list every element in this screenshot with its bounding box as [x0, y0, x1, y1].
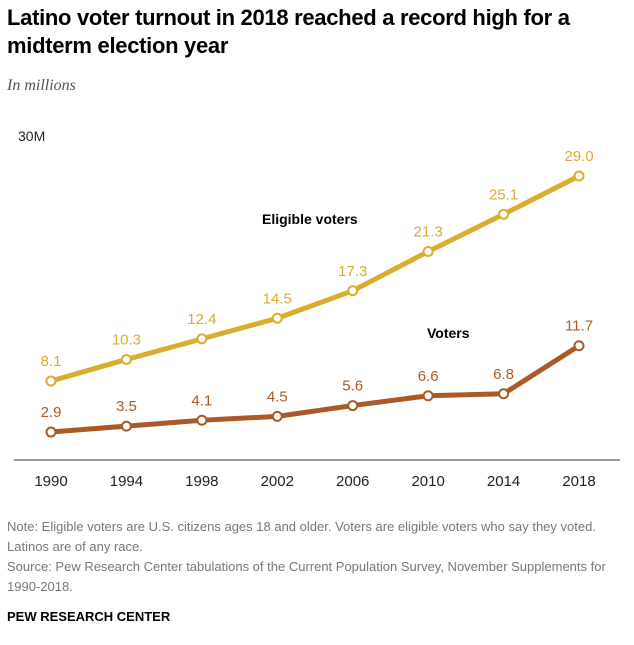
data-label-eligible-voters-2002: 14.5: [263, 290, 292, 307]
data-point-eligible-voters-2014: [498, 208, 510, 220]
x-tick-label-1998: 1998: [185, 473, 218, 490]
data-point-eligible-voters-2002: [271, 312, 283, 324]
x-tick-label-1990: 1990: [34, 473, 67, 490]
data-point-voters-2018: [573, 340, 585, 352]
data-point-eligible-voters-2018: [573, 170, 585, 182]
note-text: Note: Eligible voters are U.S. citizens …: [7, 519, 596, 554]
series-line-eligible-voters: [50, 173, 581, 384]
data-point-voters-2014: [498, 388, 510, 400]
data-point-voters-2002: [271, 410, 283, 422]
data-label-eligible-voters-2018: 29.0: [564, 148, 593, 165]
data-label-voters-1994: 3.5: [116, 398, 137, 415]
series-eligible-voters: 8.1 10.3 12.4 14.5 17.3 21.3 25.1 29.0: [41, 148, 594, 387]
data-point-voters-1998: [196, 414, 208, 426]
data-point-eligible-voters-1994: [120, 353, 132, 365]
source-text: Source: Pew Research Center tabulations …: [7, 559, 606, 594]
data-label-voters-2002: 4.5: [267, 388, 288, 405]
data-label-voters-2014: 6.8: [493, 366, 514, 383]
series-voters: 2.9 3.5 4.1 4.5 5.6 6.6 6.8 11.7: [41, 318, 593, 438]
data-label-eligible-voters-1994: 10.3: [112, 331, 141, 348]
data-point-eligible-voters-1998: [196, 333, 208, 345]
data-label-eligible-voters-2014: 25.1: [489, 186, 518, 203]
data-point-voters-1994: [120, 420, 132, 432]
data-label-eligible-voters-2006: 17.3: [338, 263, 367, 280]
x-tick-label-2018: 2018: [562, 473, 595, 490]
data-point-voters-1990: [45, 426, 57, 438]
chart-title: Latino voter turnout in 2018 reached a r…: [7, 5, 570, 58]
data-label-voters-1998: 4.1: [191, 392, 212, 409]
data-point-voters-2010: [422, 390, 434, 402]
data-label-voters-2018: 11.7: [565, 318, 593, 335]
x-tick-label-1994: 1994: [110, 473, 143, 490]
y-tick-label-30m: 30M: [18, 128, 45, 144]
data-label-eligible-voters-1998: 12.4: [187, 311, 216, 328]
chart-subtitle: In millions: [7, 77, 76, 94]
data-point-eligible-voters-2010: [422, 246, 434, 258]
series-label-voters: Voters: [427, 325, 470, 341]
x-tick-label-2010: 2010: [411, 473, 444, 490]
chart-note: Note: Eligible voters are U.S. citizens …: [7, 517, 627, 597]
data-point-eligible-voters-1990: [45, 375, 57, 387]
data-label-voters-1990: 2.9: [41, 404, 62, 421]
x-tick-label-2006: 2006: [336, 473, 369, 490]
data-point-eligible-voters-2006: [347, 285, 359, 297]
series-line-voters: [50, 343, 581, 435]
brand-logo-text: PEW RESEARCH CENTER: [7, 609, 171, 624]
line-chart: 30M 1990 1994 1998 2002 2006 2010 2014 2018 8.1…: [14, 128, 620, 490]
data-point-voters-2006: [347, 400, 359, 412]
x-tick-label-2014: 2014: [487, 473, 520, 490]
data-label-voters-2006: 5.6: [342, 378, 363, 395]
data-label-eligible-voters-2010: 21.3: [414, 224, 443, 241]
data-label-eligible-voters-1990: 8.1: [41, 353, 62, 370]
data-label-voters-2010: 6.6: [418, 368, 439, 385]
x-tick-label-2002: 2002: [261, 473, 294, 490]
series-label-eligible-voters: Eligible voters: [262, 211, 358, 227]
